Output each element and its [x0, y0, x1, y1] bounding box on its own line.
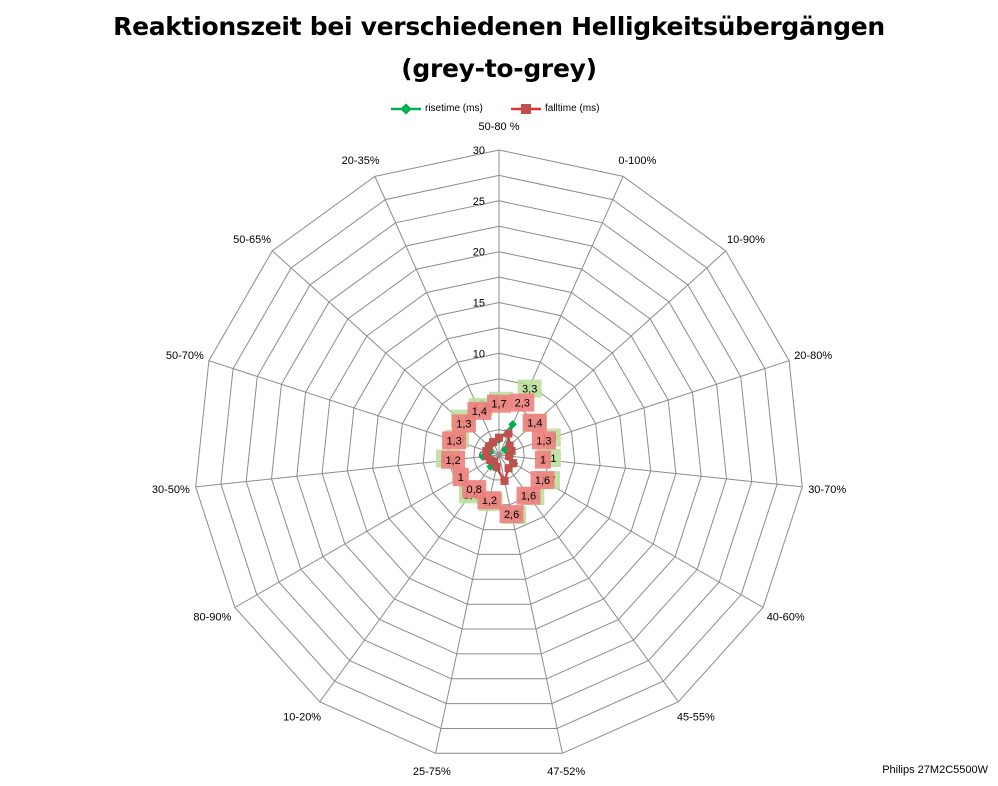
series-point — [482, 452, 491, 461]
data-label: 1,4 — [472, 406, 487, 418]
radar-grid — [195, 149, 803, 754]
series-point — [500, 476, 509, 485]
data-label: 1,2 — [445, 455, 460, 467]
grid-ring — [473, 429, 525, 481]
data-label: 1 — [458, 472, 464, 484]
series-point — [507, 446, 516, 455]
data-labels-layer: 1,53,30,81,31,11,71,62,61,31,411,60,91,4… — [436, 379, 561, 524]
category-label: 80-90% — [193, 612, 231, 624]
category-label: 25-75% — [413, 766, 451, 778]
series-point — [492, 462, 501, 471]
series-point — [505, 441, 514, 450]
series-point — [504, 464, 513, 473]
grid-ring — [321, 276, 677, 630]
category-label: 20-80% — [794, 350, 832, 362]
tick-label: 25 — [473, 196, 485, 208]
data-label: 1,3 — [536, 435, 551, 447]
data-label: 2,6 — [504, 509, 519, 521]
category-label: 30-50% — [152, 484, 190, 496]
legend-marker-risetime — [391, 103, 421, 115]
grid-ring — [220, 174, 778, 729]
chart-subtitle: (grey-to-grey) — [401, 54, 597, 83]
category-label: 40-60% — [767, 612, 805, 624]
data-label: 2,3 — [515, 398, 530, 410]
category-label: 50-65% — [233, 234, 271, 246]
category-label: 10-90% — [727, 234, 765, 246]
series-point — [504, 429, 513, 438]
data-label-box — [442, 431, 467, 450]
data-label: 0,8 — [467, 484, 482, 496]
category-label: 45-55% — [677, 711, 715, 723]
data-label-box — [441, 450, 466, 469]
grid-ring — [372, 327, 626, 580]
category-label: 20-35% — [342, 155, 380, 167]
data-label: 1,7 — [491, 399, 506, 411]
legend-marker-falltime — [511, 104, 541, 114]
data-label: 1,4 — [527, 418, 542, 430]
data-label: 1,3 — [446, 435, 461, 447]
category-label: 47-52% — [547, 766, 585, 778]
credit-text: Philips 27M2C5500W — [882, 764, 988, 776]
data-label-box — [522, 413, 547, 432]
data-label-box — [517, 379, 542, 398]
grid-ring — [346, 301, 652, 605]
data-label-box — [487, 394, 511, 413]
series-point — [482, 446, 491, 455]
data-label: 1,3 — [456, 418, 471, 430]
series-point — [485, 442, 494, 451]
grid-ring — [195, 149, 803, 754]
legend: risetime (ms) falltime (ms) — [0, 101, 998, 117]
data-label-box — [499, 505, 524, 524]
grid-ring — [296, 251, 702, 655]
series-point — [505, 452, 514, 461]
category-label: 50-80 % — [479, 121, 520, 133]
category-labels: 50-80 % 0-100% 10-90% 20-80% 30-70% 40-60% 45-… — [152, 121, 846, 778]
data-label-box — [534, 450, 551, 469]
series-point — [489, 438, 498, 446]
tick-label: 30 — [473, 145, 485, 157]
data-label: 1,6 — [535, 475, 550, 487]
data-label: 1 — [540, 455, 546, 467]
chart-title: Reaktionszeit bei verschiedenen Helligke… — [113, 12, 885, 41]
data-label-box — [467, 401, 492, 420]
data-label-box — [516, 486, 541, 505]
grid-ring — [397, 352, 601, 555]
data-label-box — [510, 393, 535, 412]
series-point — [509, 459, 518, 468]
grid-ring — [422, 378, 576, 531]
category-label: 0-100% — [618, 155, 656, 167]
legend-label-risetime: risetime (ms) — [425, 103, 483, 114]
grid-ring — [245, 200, 753, 705]
grid-spoke — [498, 454, 563, 754]
category-label: 10-20% — [283, 711, 321, 723]
series-point — [508, 420, 517, 429]
category-label: 50-70% — [166, 350, 204, 362]
category-label: 30-70% — [808, 484, 846, 496]
data-label-box — [530, 471, 555, 490]
data-label-box — [531, 431, 556, 450]
data-label: 3,3 — [522, 384, 537, 396]
data-label-box — [452, 468, 469, 487]
series-layer — [478, 420, 519, 486]
data-label: 1,6 — [521, 491, 536, 503]
tick-label: 10 — [473, 348, 485, 360]
legend-label-falltime: falltime (ms) — [545, 103, 600, 114]
data-label: 1,2 — [482, 495, 497, 507]
series-point — [495, 433, 503, 442]
grid-ring — [270, 225, 728, 680]
tick-label: 20 — [473, 247, 485, 259]
tick-label: 15 — [473, 298, 485, 310]
